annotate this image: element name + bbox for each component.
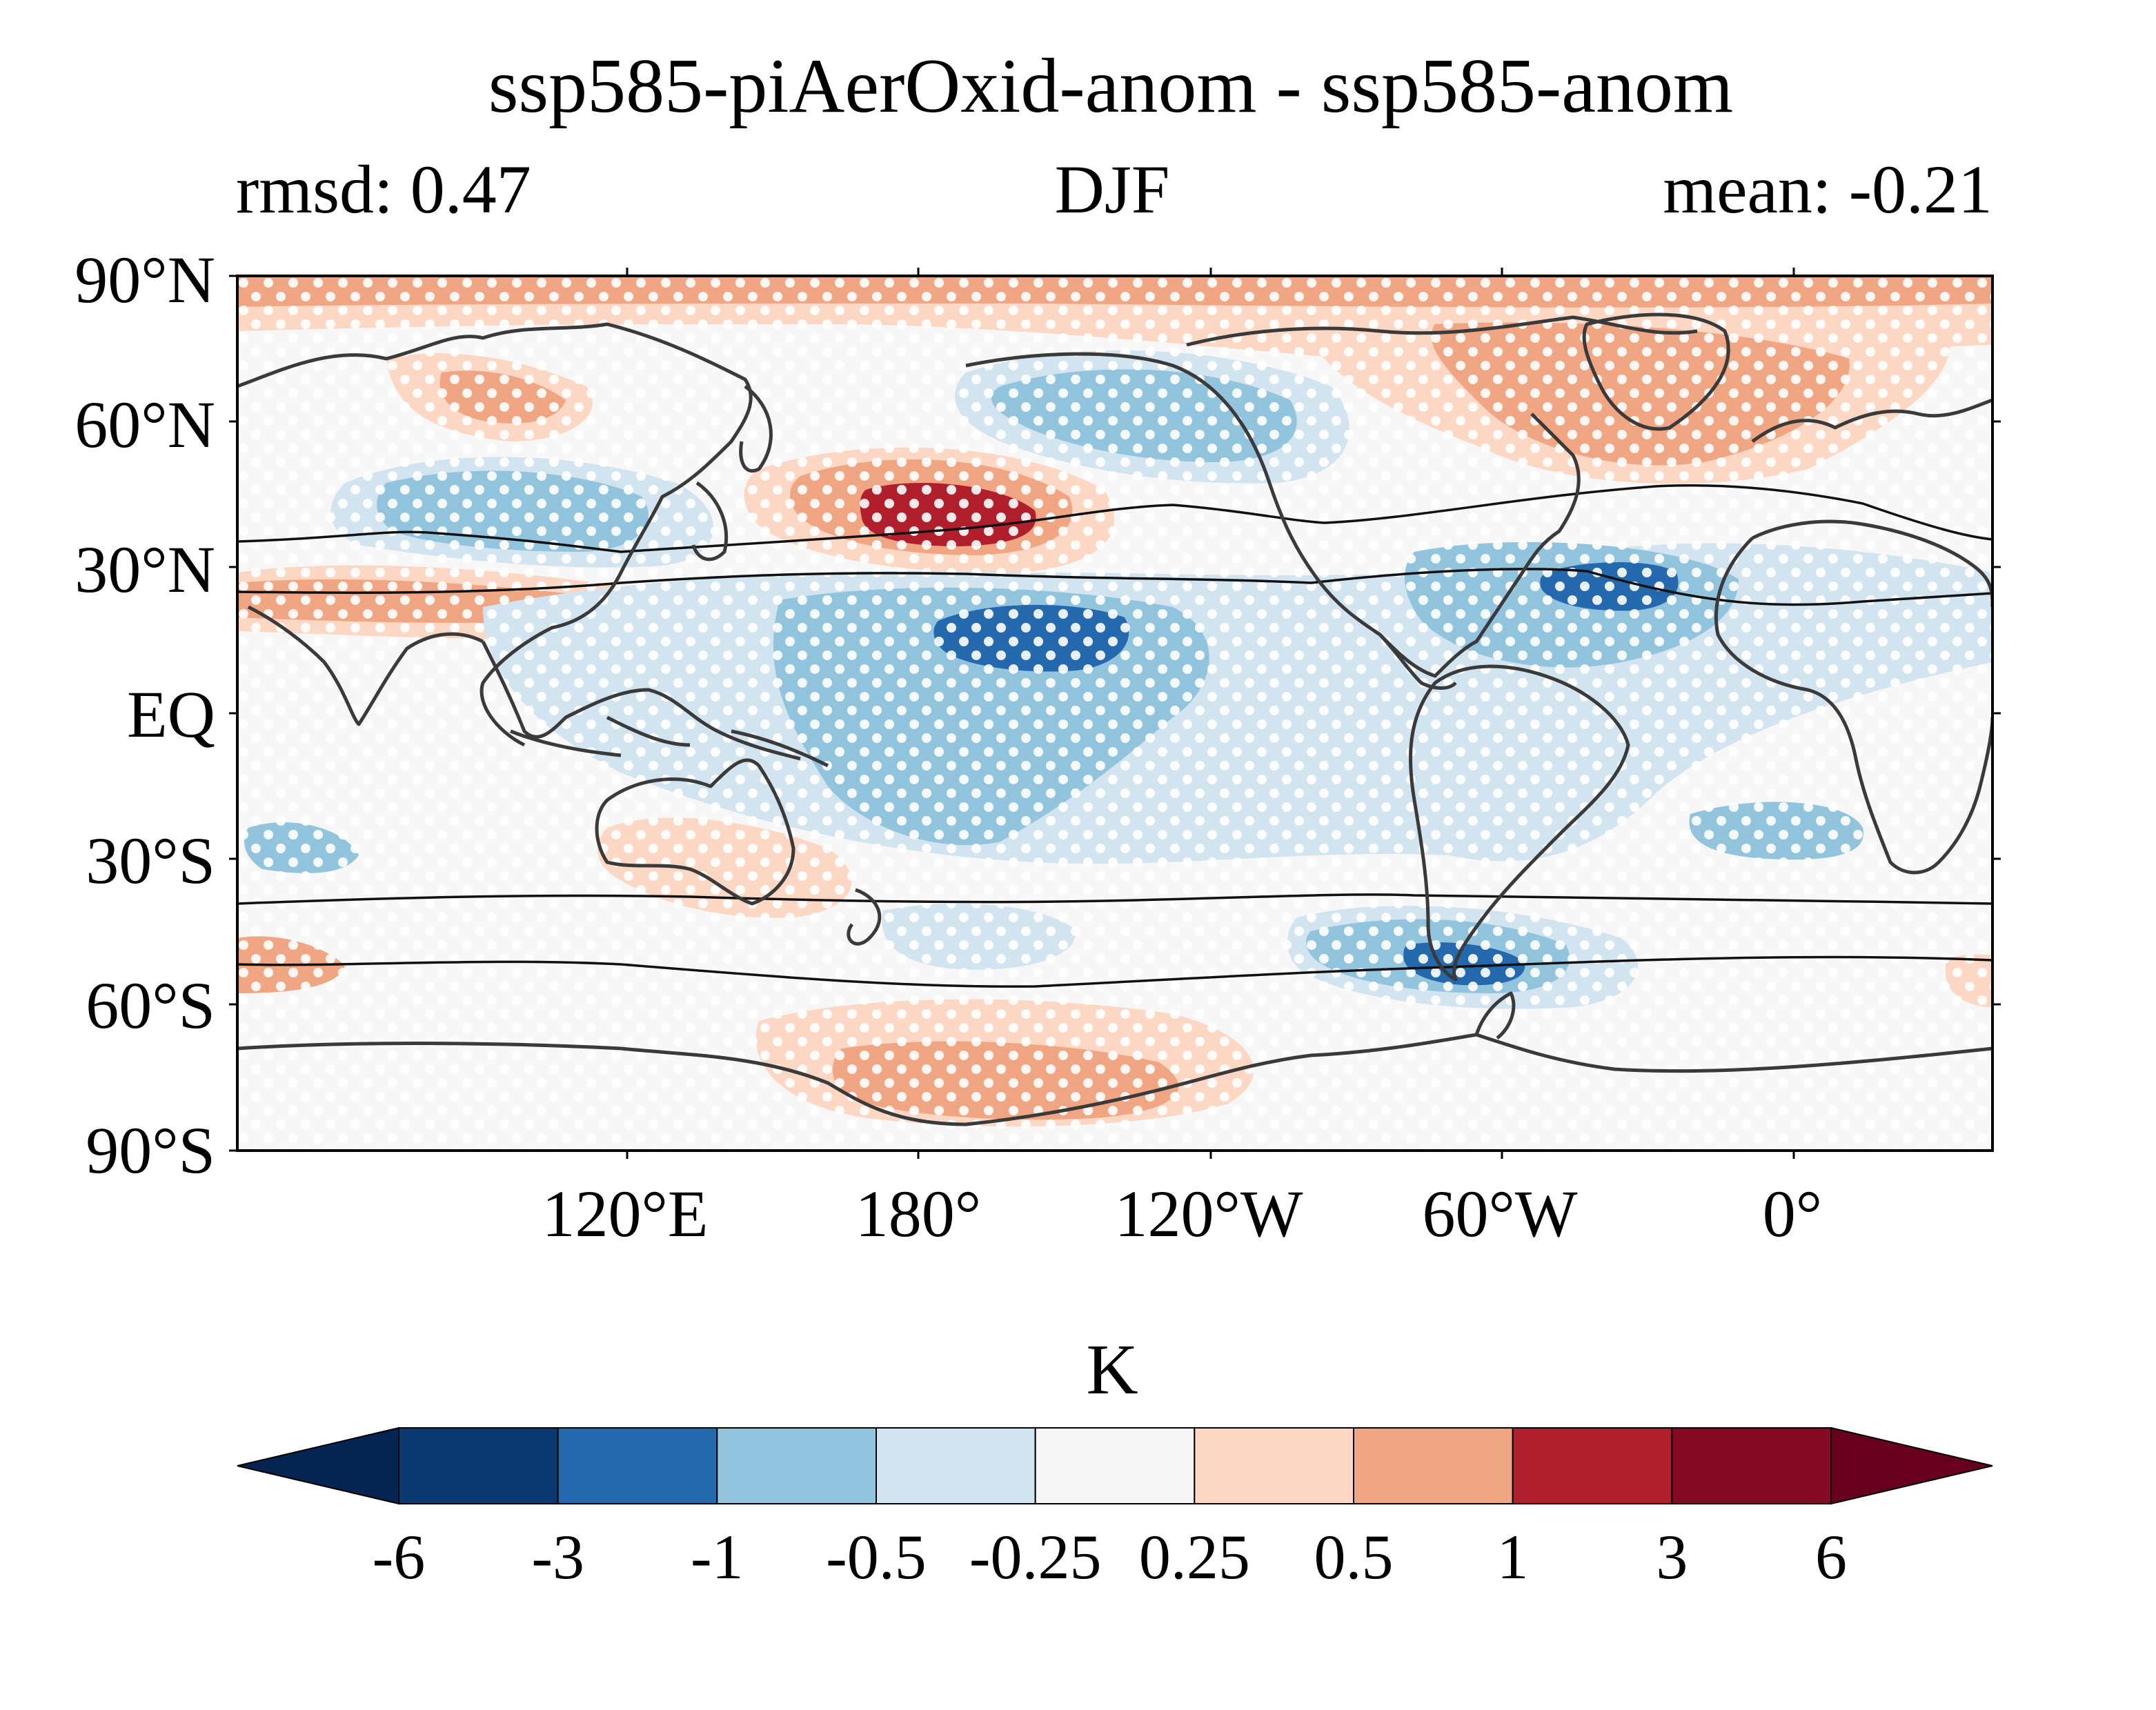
coast-japan	[691, 481, 729, 561]
ytick-label: EQ	[127, 677, 215, 751]
colorbar-cell	[1194, 1427, 1355, 1504]
coast-canada-north	[1186, 315, 1698, 347]
coast-india	[247, 605, 484, 726]
ytick-label: 60°N	[75, 388, 215, 461]
colorbar-tick-label: -1	[691, 1522, 744, 1592]
coast-greenland	[1582, 312, 1730, 431]
xtick-label: 120°W	[1115, 1177, 1303, 1251]
coast-indonesia	[510, 715, 829, 768]
coast-south-america	[1408, 664, 1630, 982]
coast-antarctica	[237, 1033, 1992, 1126]
ytick-label: 30°N	[75, 533, 215, 606]
colorbar-cell	[1034, 1427, 1196, 1504]
coast-se-asia	[481, 640, 801, 761]
colorbar-extend-high	[1830, 1426, 1993, 1505]
mean-label: mean: -0.21	[1663, 151, 1992, 228]
coastlines	[237, 312, 1992, 1126]
colorbar-cell	[398, 1427, 559, 1504]
coast-new-zealand	[847, 888, 882, 946]
sh-jet-north	[237, 893, 1992, 905]
coast-antarctic-peninsula	[1474, 991, 1516, 1040]
ytick-label: 90°S	[86, 1113, 215, 1187]
colorbar-cell	[876, 1427, 1036, 1504]
colorbar-cell	[1512, 1427, 1673, 1504]
ytick-label: 60°S	[86, 968, 215, 1042]
coast-kamchatka	[739, 385, 773, 473]
colorbar-cells	[237, 1426, 1993, 1505]
colorbar-tick-label: 3	[1656, 1522, 1688, 1592]
sh-jet-south	[237, 955, 1992, 988]
xtick-label: 0°	[1763, 1177, 1822, 1251]
xtick-label: 180°	[856, 1177, 981, 1251]
ytick-label: 30°S	[86, 824, 215, 897]
map-panel	[237, 276, 1992, 1151]
colorbar-cell	[557, 1427, 718, 1504]
coast-australia	[595, 758, 795, 906]
colorbar-tick-label: 0.25	[1139, 1522, 1250, 1592]
colorbar: K -6 -3 -1 -0.5 -0.25 0.25 0.5 1 3 6	[237, 1330, 1993, 1592]
colorbar-ticks: -6 -3 -1 -0.5 -0.25 0.25 0.5 1 3 6	[373, 1522, 1847, 1592]
colorbar-tick-label: -0.5	[826, 1522, 927, 1592]
nh-jet-north	[237, 484, 1992, 553]
colorbar-cell	[1671, 1427, 1832, 1504]
significance-stippling	[237, 276, 1992, 1151]
x-labels: 120°E 180° 120°W 60°W 0°	[542, 1177, 1822, 1251]
y-axis	[229, 275, 2001, 1152]
colorbar-tick-label: -6	[373, 1522, 426, 1592]
y-labels: 90°N 60°N 30°N EQ 30°S 60°S 90°S	[75, 243, 215, 1187]
season-label: DJF	[1055, 151, 1170, 228]
colorbar-cell	[1353, 1427, 1514, 1504]
colorbar-tick-label: -0.25	[969, 1522, 1102, 1592]
xtick-label: 120°E	[542, 1177, 708, 1251]
colorbar-tick-label: 1	[1497, 1522, 1529, 1592]
colorbar-tick-label: -3	[531, 1522, 584, 1592]
jet-contours	[237, 484, 1992, 988]
rmsd-label: rmsd: 0.47	[236, 151, 531, 228]
nh-jet-south	[237, 568, 1992, 606]
figure-title: ssp585-piAerOxid-anom - ssp585-anom	[488, 43, 1733, 129]
colorbar-tick-label: 0.5	[1314, 1522, 1394, 1592]
coast-east-asia	[237, 322, 753, 747]
x-axis	[626, 268, 1795, 1159]
ytick-label: 90°N	[75, 243, 215, 317]
coast-central-america	[1378, 633, 1457, 690]
colorbar-label: K	[1086, 1330, 1138, 1409]
colorbar-tick-label: 6	[1815, 1522, 1847, 1592]
xtick-label: 60°W	[1423, 1177, 1578, 1251]
coast-europe	[1751, 398, 1992, 444]
colorbar-cell	[716, 1427, 878, 1504]
colorbar-extend-low	[237, 1426, 399, 1505]
coast-africa	[1714, 519, 1992, 875]
